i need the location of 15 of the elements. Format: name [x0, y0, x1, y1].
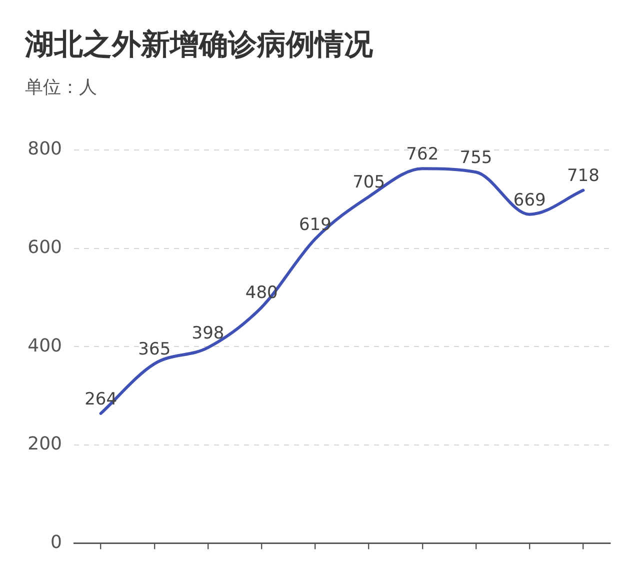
- data-label: 669: [513, 190, 546, 210]
- data-label: 398: [192, 324, 224, 344]
- chart-subtitle: 单位：人: [25, 77, 97, 99]
- data-label: 755: [460, 148, 492, 168]
- data-label: 762: [406, 144, 439, 165]
- y-tick-label: 800: [28, 138, 62, 160]
- y-tick-label: 0: [50, 532, 62, 553]
- data-label: 365: [138, 340, 171, 360]
- y-tick-label: 200: [28, 434, 62, 455]
- y-tick-label: 400: [28, 335, 62, 356]
- data-label: 705: [352, 172, 386, 193]
- chart-title: 湖北之外新增确诊病例情况: [25, 27, 373, 61]
- y-tick-label: 600: [28, 236, 62, 258]
- data-label: 718: [566, 166, 600, 186]
- data-label: 619: [298, 214, 332, 235]
